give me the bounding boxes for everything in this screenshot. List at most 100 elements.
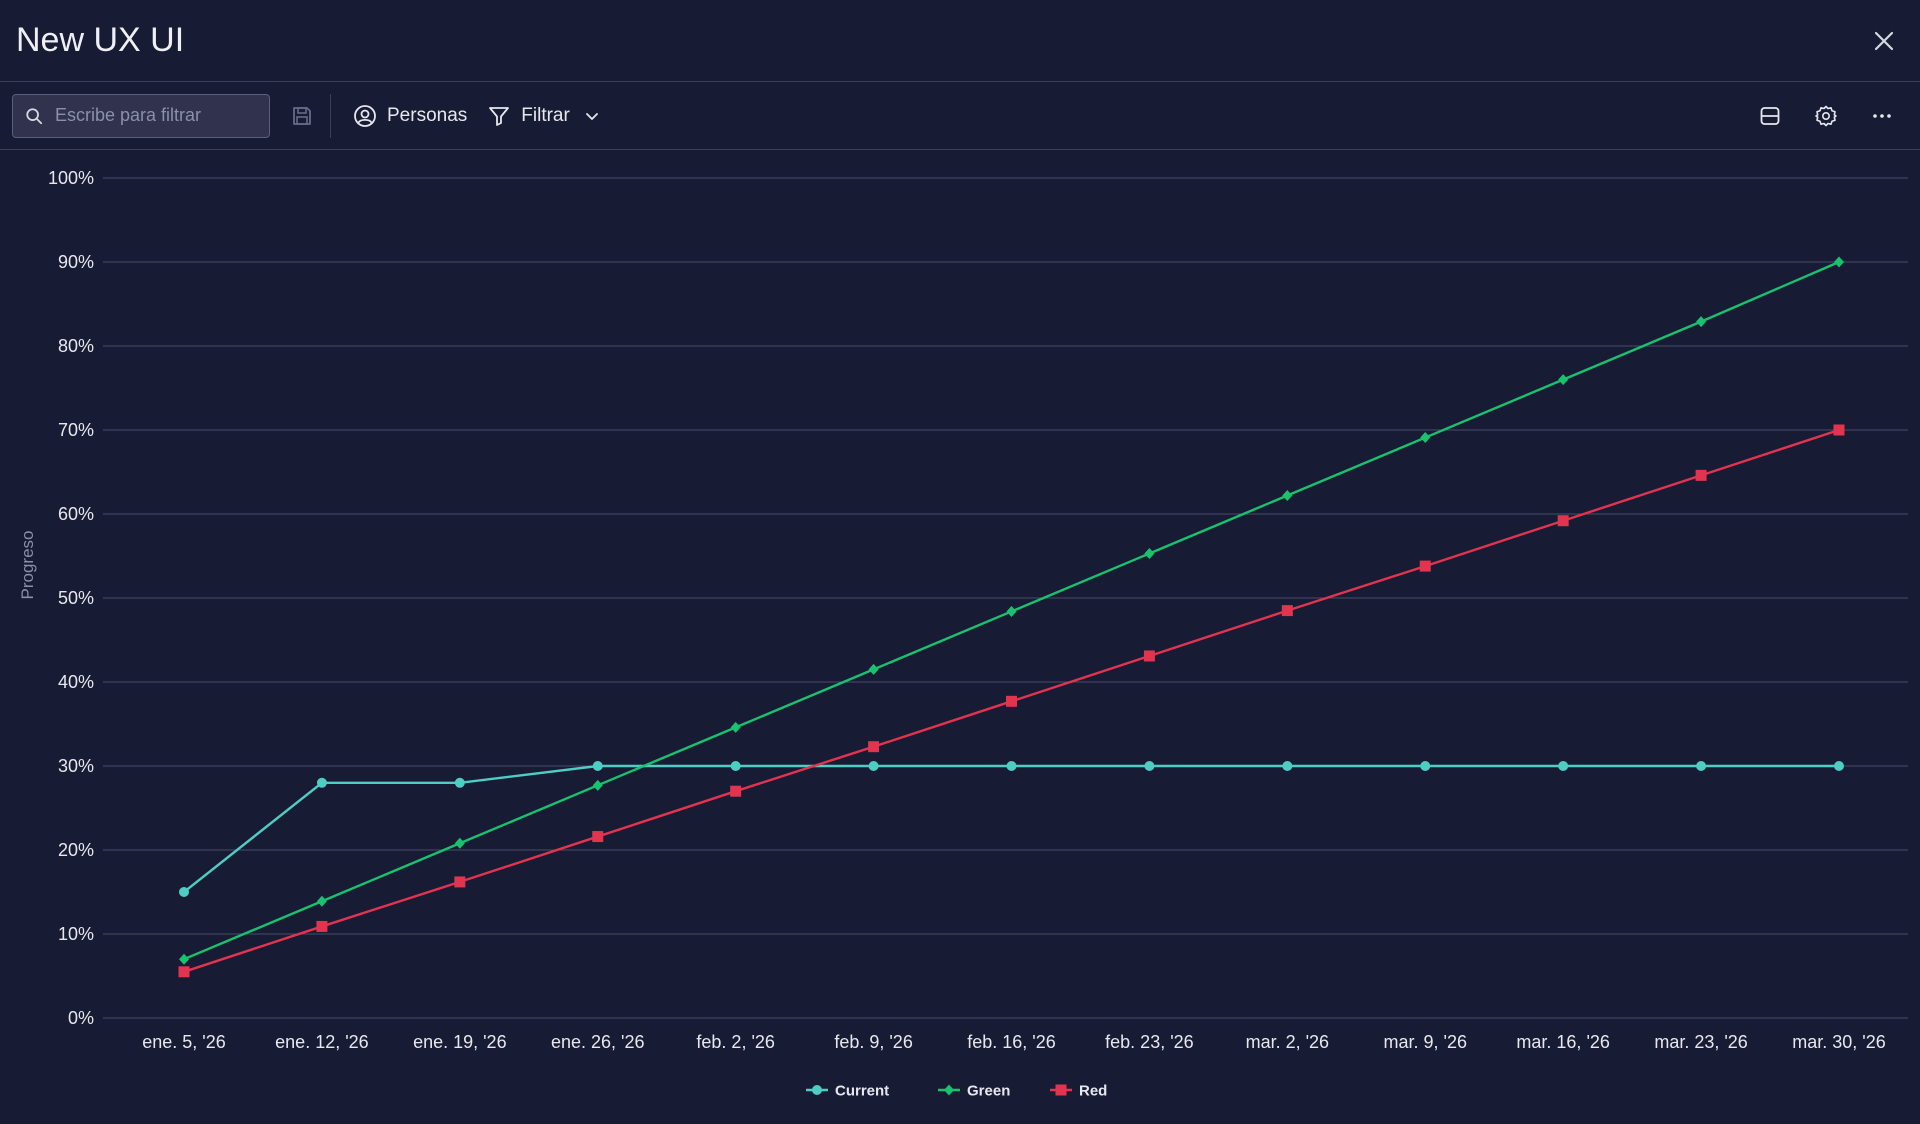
data-point-current [316, 777, 327, 788]
data-point-current [1420, 761, 1431, 771]
data-point-current [1696, 761, 1707, 771]
close-icon [1874, 31, 1894, 50]
x-tick-label: ene. 12, '26 [275, 1032, 369, 1052]
y-tick-label: 70% [58, 420, 94, 440]
series-current [179, 761, 1844, 897]
data-point-green [1696, 316, 1707, 328]
filter-dropdown-button[interactable] [572, 96, 612, 136]
settings-button[interactable] [1806, 96, 1846, 136]
search-box[interactable] [12, 93, 270, 138]
data-point-green [868, 663, 879, 675]
data-point-current [1006, 761, 1017, 771]
data-point-current [1558, 761, 1569, 771]
data-point-red [454, 876, 466, 888]
data-point-current [730, 761, 741, 771]
y-tick-label: 10% [58, 924, 94, 944]
data-point-current [1282, 761, 1293, 771]
data-point-red [1419, 560, 1431, 572]
legend-label-current: Current [835, 1083, 889, 1100]
data-point-green [1420, 432, 1431, 444]
data-point-green [454, 837, 465, 849]
data-point-red [1695, 469, 1707, 481]
legend-item-red[interactable]: Red [1050, 1083, 1107, 1100]
x-tick-label: mar. 16, '26 [1516, 1032, 1610, 1052]
search-icon [26, 107, 43, 124]
person-icon [354, 104, 376, 127]
data-point-current [592, 761, 603, 771]
more-horizontal-icon [1873, 113, 1891, 118]
data-point-current [454, 777, 465, 788]
toolbar-right [1750, 96, 1908, 136]
x-tick-label: mar. 9, '26 [1384, 1032, 1467, 1052]
y-tick-label: 90% [58, 252, 94, 272]
page-title: New UX UI [16, 21, 185, 59]
legend-label-green: Green [967, 1083, 1010, 1100]
save-view-button[interactable] [282, 96, 322, 136]
legend-item-green[interactable]: Green [938, 1083, 1010, 1100]
series-line-current [183, 764, 1839, 893]
data-point-red [592, 831, 604, 843]
search-input[interactable] [53, 104, 257, 127]
data-point-green [592, 779, 603, 791]
chart-grid [103, 177, 1908, 1019]
people-filter-label: Personas [387, 104, 468, 126]
x-tick-label: mar. 30, '26 [1792, 1032, 1886, 1052]
data-point-red [1281, 605, 1293, 617]
x-tick-label: ene. 5, '26 [142, 1032, 226, 1052]
chevron-down-icon [585, 112, 598, 120]
x-tick-label: feb. 23, '26 [1105, 1032, 1194, 1052]
data-point-green [316, 895, 327, 907]
data-point-current [868, 761, 879, 771]
toolbar-divider [330, 93, 331, 138]
modal-header: New UX UI [0, 0, 1920, 82]
data-point-red [178, 966, 190, 978]
y-tick-label: 100% [48, 168, 94, 188]
y-axis-ticks: 0% 10% 20% 30% 40% 50% 60% 70% 80% 90% 100% [48, 168, 94, 1028]
data-point-green [1558, 374, 1569, 386]
x-tick-label: ene. 26, '26 [551, 1032, 645, 1052]
legend-marker-current [812, 1085, 822, 1095]
data-point-green [1834, 256, 1844, 268]
y-axis-label: Progreso [18, 531, 37, 600]
save-icon [293, 106, 311, 125]
toolbar: Personas Filtrar [0, 82, 1920, 150]
data-point-red [1833, 424, 1845, 436]
layout-icon [1760, 106, 1780, 125]
data-point-red [1006, 695, 1017, 707]
legend-marker-green [944, 1084, 954, 1096]
data-point-current [179, 887, 189, 897]
data-point-current [1834, 761, 1844, 771]
data-point-green [1282, 490, 1293, 502]
data-point-red [730, 785, 742, 797]
y-tick-label: 80% [58, 336, 94, 356]
legend-item-current[interactable]: Current [806, 1083, 889, 1100]
y-tick-label: 60% [58, 504, 94, 524]
legend-marker-red [1055, 1084, 1067, 1096]
x-tick-label: feb. 16, '26 [967, 1032, 1056, 1052]
data-point-green [1006, 605, 1017, 617]
y-tick-label: 40% [58, 672, 94, 692]
y-tick-label: 20% [58, 840, 94, 860]
y-tick-label: 0% [68, 1008, 94, 1028]
gear-icon [1815, 105, 1837, 126]
filter-label: Filtrar [521, 104, 570, 126]
legend-label-red: Red [1079, 1083, 1107, 1100]
more-options-button[interactable] [1862, 96, 1902, 136]
progress-chart: 0% 10% 20% 30% 40% 50% 60% 70% 80% 90% 100% ene. 5… [18, 168, 1908, 1100]
people-filter-button[interactable]: Personas [343, 96, 477, 136]
layout-toggle-button[interactable] [1750, 96, 1790, 136]
chart-series [178, 256, 1845, 978]
data-point-current [1144, 761, 1155, 771]
x-tick-label: mar. 2, '26 [1246, 1032, 1329, 1052]
data-point-red [1143, 650, 1155, 662]
filter-button[interactable]: Filtrar [477, 96, 580, 136]
series-green [179, 256, 1844, 965]
x-tick-label: mar. 23, '26 [1654, 1032, 1748, 1052]
close-button[interactable] [1864, 21, 1904, 61]
chart-legend: Current Green Red [806, 1083, 1107, 1100]
data-point-green [730, 721, 741, 733]
data-point-green [179, 953, 189, 965]
data-point-red [1557, 515, 1569, 527]
x-tick-label: feb. 2, '26 [696, 1032, 775, 1052]
data-point-red [868, 741, 880, 753]
